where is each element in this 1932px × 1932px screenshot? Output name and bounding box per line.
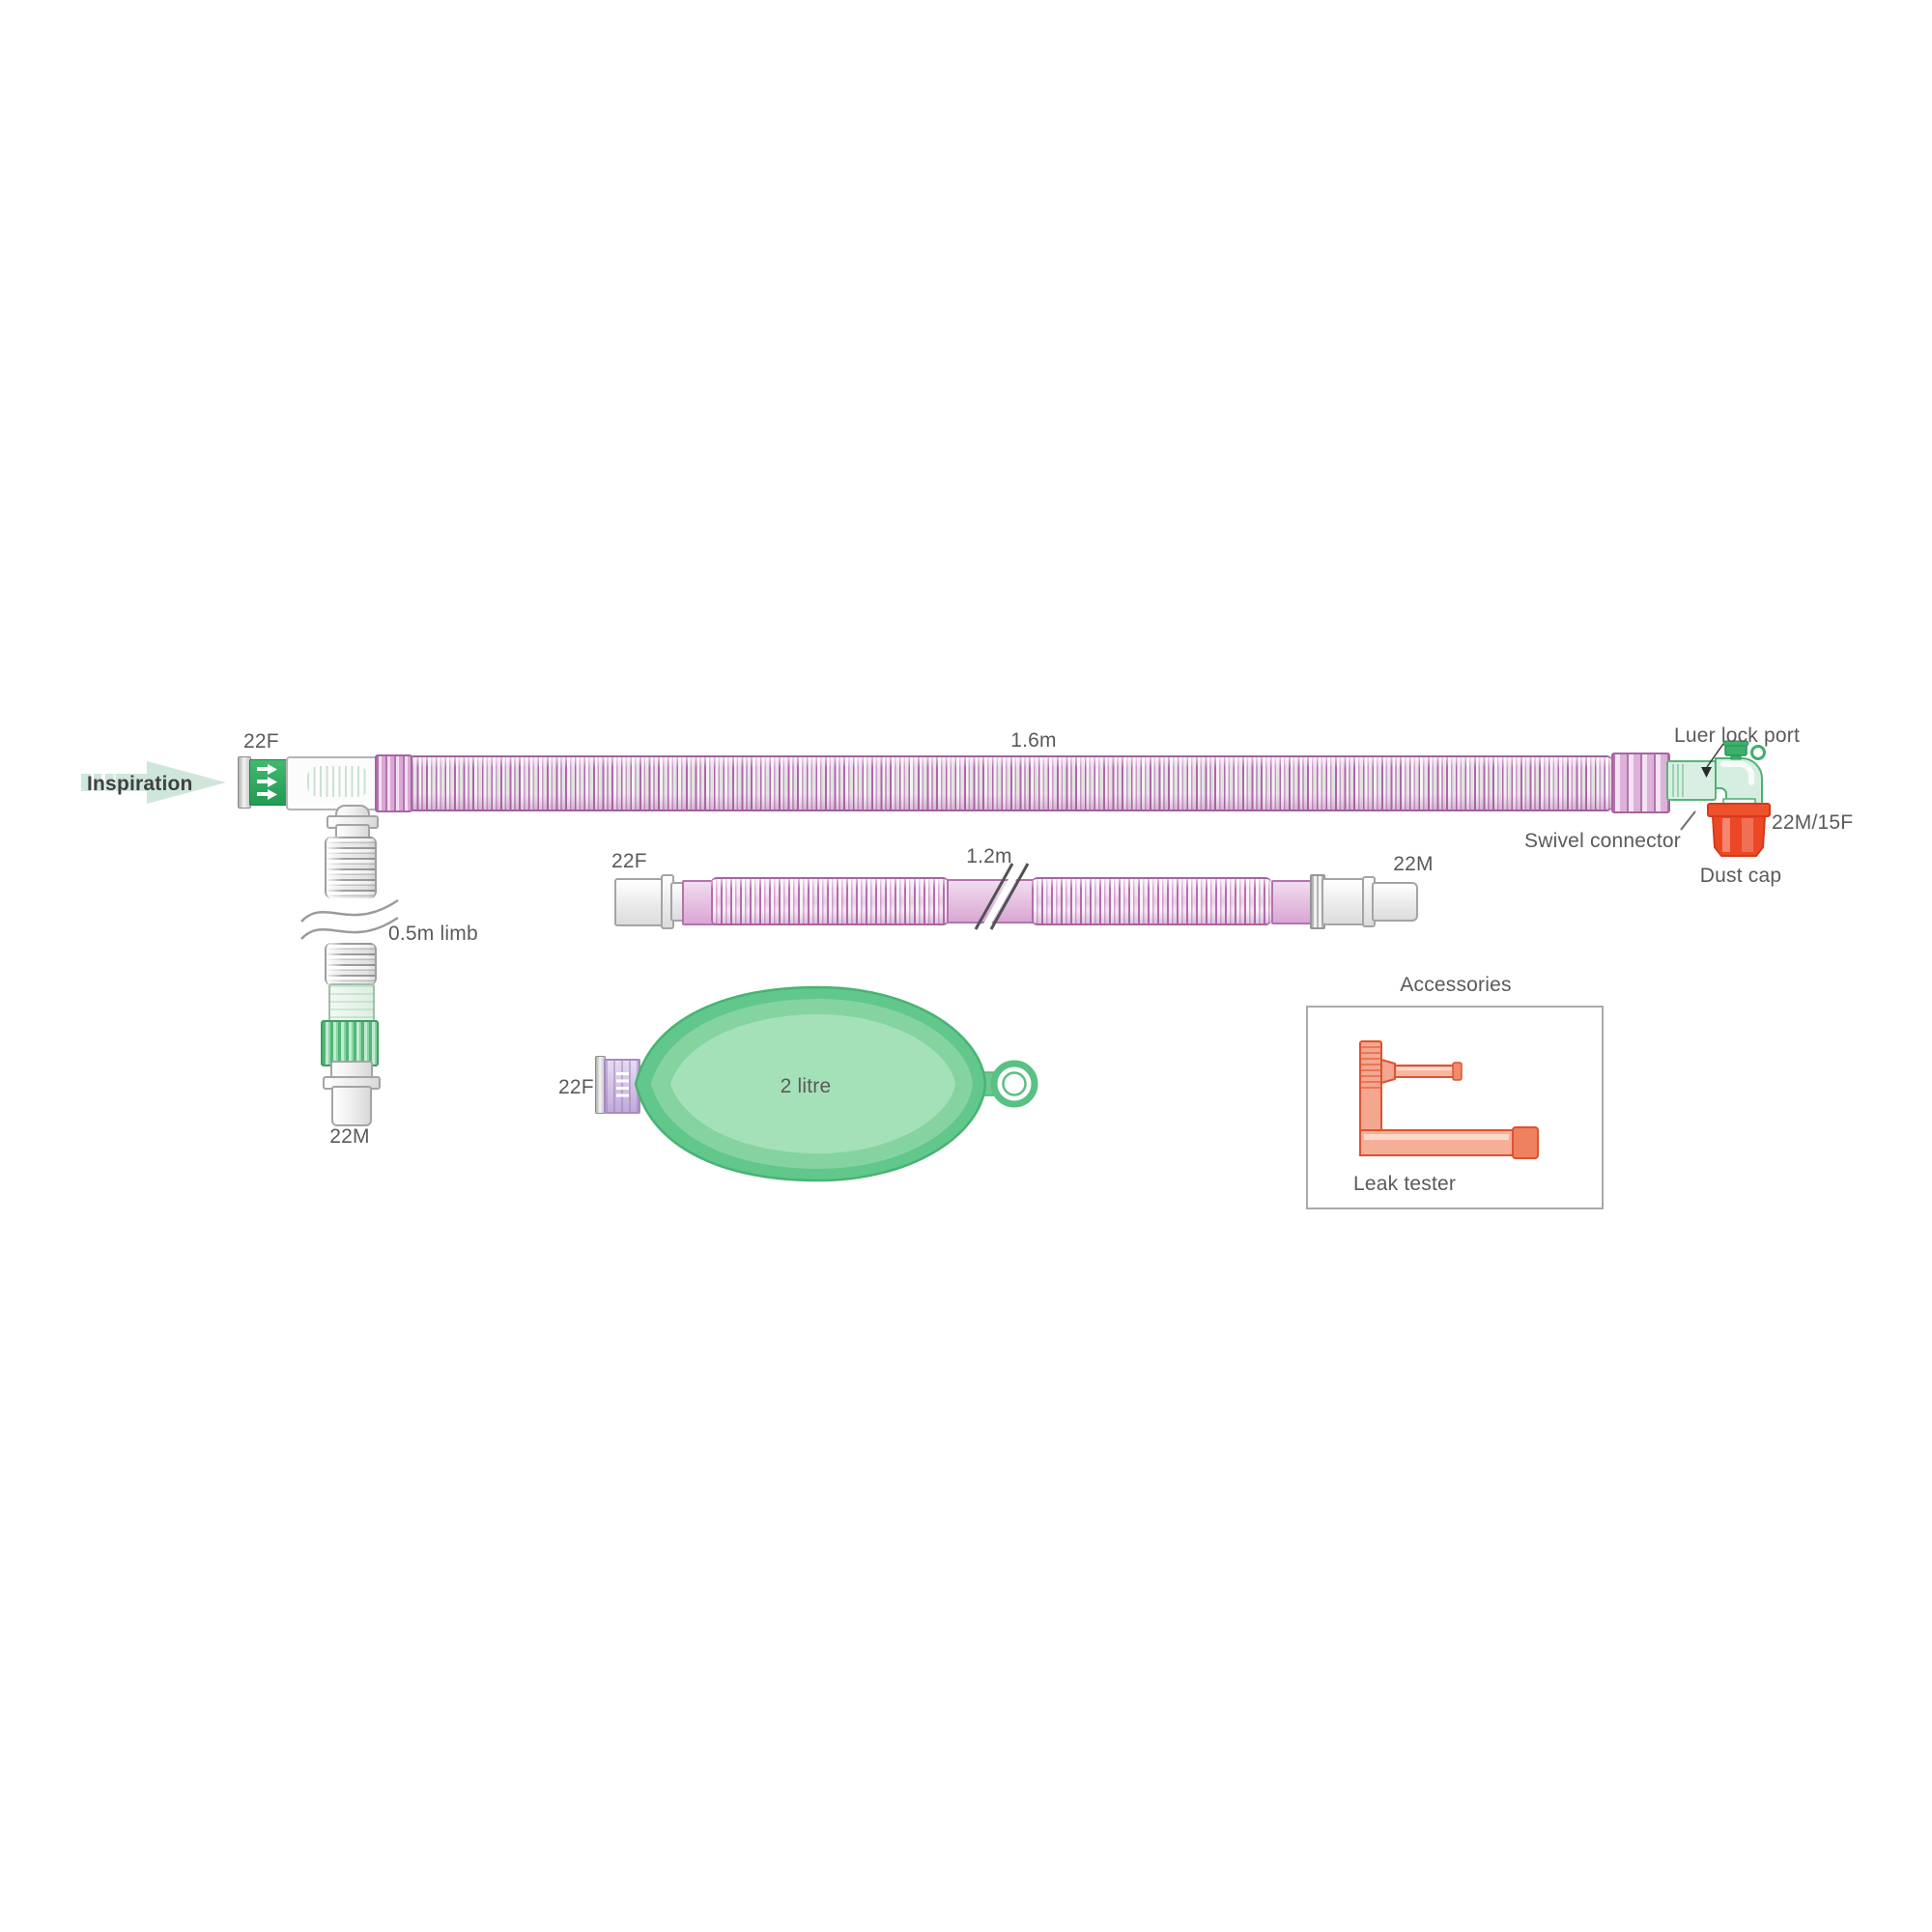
leak-tester-label: Leak tester	[1352, 1173, 1457, 1195]
one-way-inlet-valve	[249, 759, 288, 806]
cap-tether-icon	[1750, 745, 1766, 760]
exp-cuff-right	[1271, 880, 1316, 924]
limb-end-size-label: 22M	[329, 1125, 370, 1148]
main-tube-length-label: 1.6m	[1010, 729, 1057, 752]
leak-tester-probe-tip	[1452, 1062, 1463, 1081]
limb-corrugation-lower	[325, 943, 377, 985]
tee-inner-corrugation	[307, 766, 369, 797]
bag-cuff-markings	[616, 1072, 629, 1101]
limb-green-collar	[321, 1020, 379, 1066]
bag-volume-label: 2 litre	[780, 1075, 832, 1097]
limb-length-label: 0.5m limb	[388, 923, 478, 945]
leak-tester-collar	[1380, 1059, 1396, 1084]
dust-cap-rim	[1707, 803, 1771, 817]
luer-cap-lip	[1722, 740, 1749, 747]
flow-direction-arrows-icon	[257, 764, 277, 800]
tube-break-marks	[974, 863, 1030, 930]
inspiration-arrow-icon	[81, 761, 226, 804]
leak-tester-barrel-cap	[1512, 1126, 1539, 1159]
expiratory-tube-segment-b	[1032, 877, 1271, 925]
exp-connector-22f	[614, 878, 665, 926]
exp-size-right-label: 22M	[1393, 853, 1434, 875]
swivel-leader-line	[1680, 810, 1696, 831]
breathing-bag	[634, 985, 1038, 1182]
expiratory-tube-segment-a	[711, 877, 949, 925]
tee-connector	[286, 756, 380, 810]
patient-end-assembly	[1666, 740, 1771, 857]
inspiration-label: Inspiration	[87, 773, 193, 795]
accessories-title: Accessories	[1400, 974, 1512, 996]
luer-lock-port-label: Luer lock port	[1674, 724, 1801, 747]
leak-tester	[1359, 1040, 1539, 1159]
exp-length-label: 1.2m	[966, 845, 1012, 867]
patient-end-size-label: 22M/15F	[1772, 811, 1854, 834]
limb-corrugation-upper	[325, 837, 377, 898]
exp-connector-22m	[1372, 882, 1418, 922]
tube-cuff-right	[1611, 753, 1670, 813]
accessories-box	[1306, 1006, 1604, 1209]
dust-cap-label: Dust cap	[1699, 865, 1782, 887]
luer-leader-line	[1706, 743, 1724, 768]
swivel-connector-label: Swivel connector	[1524, 830, 1681, 852]
bag-hanging-ring-inner	[1002, 1071, 1027, 1096]
inlet-size-label: 22F	[243, 730, 279, 753]
tube-cuff-left	[375, 754, 412, 812]
luer-pointer-arrow-icon	[1701, 767, 1712, 778]
limb-connector-22m	[331, 1086, 372, 1126]
bag-size-label: 22F	[558, 1076, 594, 1098]
inspiratory-tube-1-6m	[408, 755, 1612, 811]
bag-cuff	[604, 1059, 640, 1114]
exp-connector-block	[1321, 878, 1366, 925]
dust-cap	[1712, 815, 1766, 857]
limb-break-squiggle	[300, 898, 399, 940]
exp-size-left-label: 22F	[611, 850, 647, 872]
leak-tester-probe	[1394, 1065, 1456, 1078]
leak-tester-barrel	[1359, 1129, 1514, 1156]
